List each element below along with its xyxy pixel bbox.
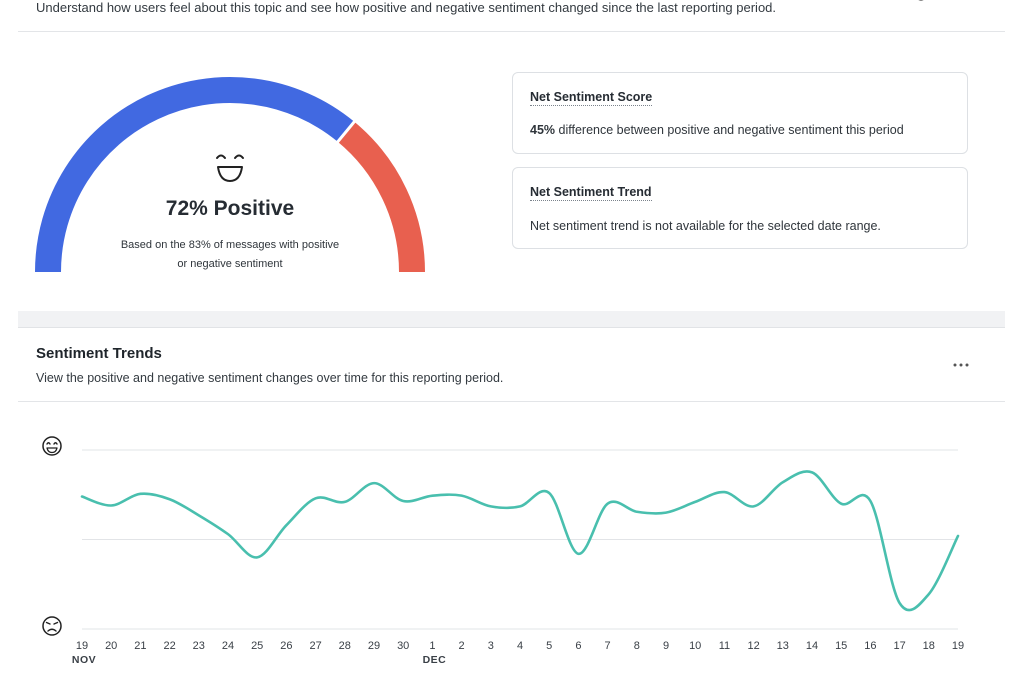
- x-tick-label: 15: [835, 640, 847, 652]
- x-tick-label: 29: [368, 640, 380, 652]
- x-tick-label: 7: [605, 640, 611, 652]
- x-tick-label: 20: [105, 640, 117, 652]
- x-tick-label: 17: [893, 640, 905, 652]
- x-tick-label: 18: [923, 640, 935, 652]
- gauge-value: 72% Positive: [165, 197, 295, 220]
- x-tick-label: 13: [777, 640, 789, 652]
- frowning-face-icon: [42, 616, 62, 636]
- x-tick-label: 6: [575, 640, 581, 652]
- x-tick-label: 28: [339, 640, 351, 652]
- x-tick-label: 19: [952, 640, 964, 652]
- sentiment-gauge: [35, 77, 425, 272]
- gauge-negative-arc: [337, 121, 425, 272]
- x-tick-label: 9: [663, 640, 669, 652]
- net-sentiment-trend-text: Net sentiment trend is not available for…: [530, 219, 881, 233]
- x-tick-label: 22: [163, 640, 175, 652]
- gauge-positive-arc: [35, 77, 355, 272]
- x-month-label: DEC: [423, 654, 447, 666]
- sentiment-trend-line: [80, 470, 960, 612]
- net-sentiment-trend-card: Net Sentiment Trend Net sentiment trend …: [512, 167, 968, 249]
- net-sentiment-score-value: 45%: [530, 123, 556, 137]
- x-tick-label: 25: [251, 640, 263, 652]
- x-tick-label: 12: [747, 640, 759, 652]
- x-tick-label: 5: [546, 640, 552, 652]
- trends-divider: [18, 401, 1005, 402]
- page-description: Understand how users feel about this top…: [36, 0, 777, 15]
- x-tick-label: 24: [222, 640, 234, 652]
- x-month-label: NOV: [72, 654, 96, 666]
- net-sentiment-score-text: 45% difference between positive and nega…: [530, 123, 904, 137]
- y-axis-bottom-icon: [42, 616, 62, 636]
- x-tick-label: 30: [397, 640, 409, 652]
- x-tick-label: 8: [634, 640, 640, 652]
- sentiment-trends-description: View the positive and negative sentiment…: [36, 371, 504, 385]
- net-sentiment-score-description: difference between positive and negative…: [558, 123, 904, 137]
- gauge-caption-line-2: or negative sentiment: [177, 258, 283, 270]
- x-tick-label: 2: [459, 640, 465, 652]
- header-divider: [18, 31, 1005, 32]
- x-tick-label: 16: [864, 640, 876, 652]
- x-tick-label: 4: [517, 640, 523, 652]
- sentiment-trends-title: Sentiment Trends: [36, 345, 162, 362]
- gauge-divider: [335, 120, 357, 144]
- net-sentiment-score-card: Net Sentiment Score 45% difference betwe…: [512, 72, 968, 154]
- x-tick-label: 10: [689, 640, 701, 652]
- x-tick-label: 27: [309, 640, 321, 652]
- settings-icon[interactable]: [912, 0, 930, 6]
- x-tick-label: 14: [806, 640, 818, 652]
- net-sentiment-trend-title[interactable]: Net Sentiment Trend: [530, 185, 652, 201]
- gauge-caption: Based on the 83% of messages with positi…: [100, 236, 360, 274]
- gauge-caption-line-1: Based on the 83% of messages with positi…: [120, 239, 340, 251]
- x-tick-label: 21: [134, 640, 146, 652]
- x-tick-label: 11: [719, 640, 730, 652]
- x-tick-label: 1: [429, 640, 435, 652]
- sentiment-trend-chart: 19 20 21 22 23 24 25 26 27 28 29 30 1 2 3 4 5 6 7 8 9 10 11 12 1…: [42, 436, 964, 666]
- more-options-button[interactable]: [948, 355, 974, 375]
- section-separator: [18, 311, 1005, 328]
- x-tick-label: 26: [280, 640, 292, 652]
- smiling-face-icon: [216, 154, 244, 182]
- x-tick-label: 19: [76, 640, 88, 652]
- y-axis-top-icon: [42, 436, 62, 456]
- smiling-face-icon: [42, 436, 62, 456]
- x-tick-label: 23: [193, 640, 205, 652]
- x-tick-label: 3: [488, 640, 494, 652]
- x-axis-ticks: 19 20 21 22 23 24 25 26 27 28 29 30 1 2 3 4 5 6 7 8 9 10 11 12 1…: [72, 640, 964, 666]
- net-sentiment-score-title[interactable]: Net Sentiment Score: [530, 90, 653, 106]
